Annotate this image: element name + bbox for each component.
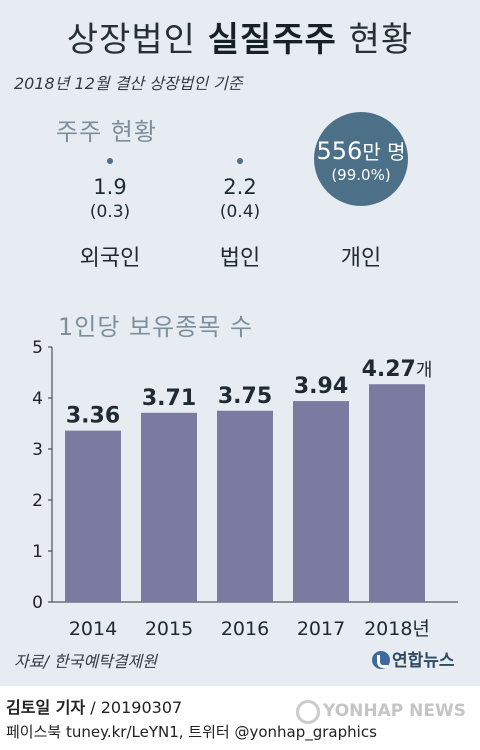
- bullet-dot: [237, 158, 243, 164]
- x-tick-label-2017: 2017: [297, 618, 345, 640]
- chart-title: 1인당 보유종목 수: [58, 313, 254, 341]
- holders-section-title: 주주 현황: [56, 118, 157, 146]
- stat-corporate: 2.2 (0.4) 법인: [180, 158, 300, 271]
- stat-corporate-label: 법인: [219, 246, 261, 271]
- value-label-2018: 4.27개: [362, 357, 433, 382]
- value-label-2014: 3.36: [66, 404, 120, 429]
- bar-2017: [293, 401, 349, 602]
- subtitle: 2018년 12월 결산 상장법인 기준: [14, 74, 243, 93]
- bullet-dot: [107, 158, 113, 164]
- stat-corporate-share: (0.4): [219, 202, 261, 222]
- bar-2015: [141, 412, 197, 602]
- bar-2018: [369, 384, 425, 602]
- bar-2014: [65, 430, 121, 602]
- y-tick-label: 4: [32, 389, 43, 409]
- stat-foreign: 1.9 (0.3) 외국인: [50, 158, 170, 271]
- individual-unit: 만 명: [362, 140, 406, 164]
- stat-foreign-label: 외국인: [79, 246, 141, 271]
- individual-value-line: 556만 명: [314, 139, 408, 164]
- value-label-2015: 3.71: [142, 386, 196, 411]
- bar-2016: [217, 410, 273, 602]
- x-tick-label-2018: 2018년: [364, 618, 430, 640]
- agency-logo-icon: [372, 651, 390, 669]
- y-tick-label: 5: [32, 338, 43, 358]
- agency-logo-text: 연합뉴스: [392, 651, 455, 671]
- value-label-2017: 3.94: [294, 374, 348, 399]
- title-highlight: 실질주주: [207, 20, 337, 60]
- y-tick-label: 3: [32, 440, 43, 460]
- publish-date: / 20190307: [85, 698, 183, 717]
- stat-corporate-value: 2.2: [223, 175, 257, 199]
- watermark-text: YONHAP NEWS: [323, 701, 466, 721]
- title-suffix: 현황: [348, 20, 414, 60]
- watermark-icon: [296, 700, 320, 724]
- bar-chart: 0 1 2 3 4 5 3.36 2014 3.71 2015 3.75 2016 3.94 2017 4…: [32, 338, 458, 640]
- value-unit-label: 개: [416, 360, 433, 381]
- reporter-name: 김토일 기자: [6, 698, 86, 717]
- individual-share: (99.0%): [331, 166, 391, 184]
- y-tick-label: 1: [32, 542, 43, 562]
- individual-label: 개인: [340, 246, 382, 271]
- stat-foreign-share: (0.3): [89, 202, 131, 222]
- social-links: 페이스북 tuney.kr/LeYN1, 트위터 @yonhap_graphic…: [6, 723, 377, 741]
- y-tick-label: 2: [32, 491, 43, 511]
- agency-logo: 연합뉴스: [372, 646, 455, 671]
- source-note: 자료/ 한국예탁결제원: [14, 652, 157, 671]
- individual-value: 556: [316, 137, 363, 165]
- title-prefix: 상장법인: [66, 20, 196, 60]
- stat-foreign-value: 1.9: [93, 175, 127, 199]
- x-tick-label-2016: 2016: [221, 618, 269, 640]
- y-tick-label: 0: [32, 593, 43, 613]
- individual-circle: 556만 명 (99.0%): [314, 112, 408, 206]
- watermark: YONHAP NEWS: [296, 700, 466, 724]
- value-label-2016: 3.75: [218, 384, 272, 409]
- byline: 김토일 기자 / 20190307: [6, 694, 182, 718]
- x-tick-label-2014: 2014: [69, 618, 117, 640]
- x-tick-label-2015: 2015: [145, 618, 193, 640]
- page-title: 상장법인 실질주주 현황: [0, 12, 480, 61]
